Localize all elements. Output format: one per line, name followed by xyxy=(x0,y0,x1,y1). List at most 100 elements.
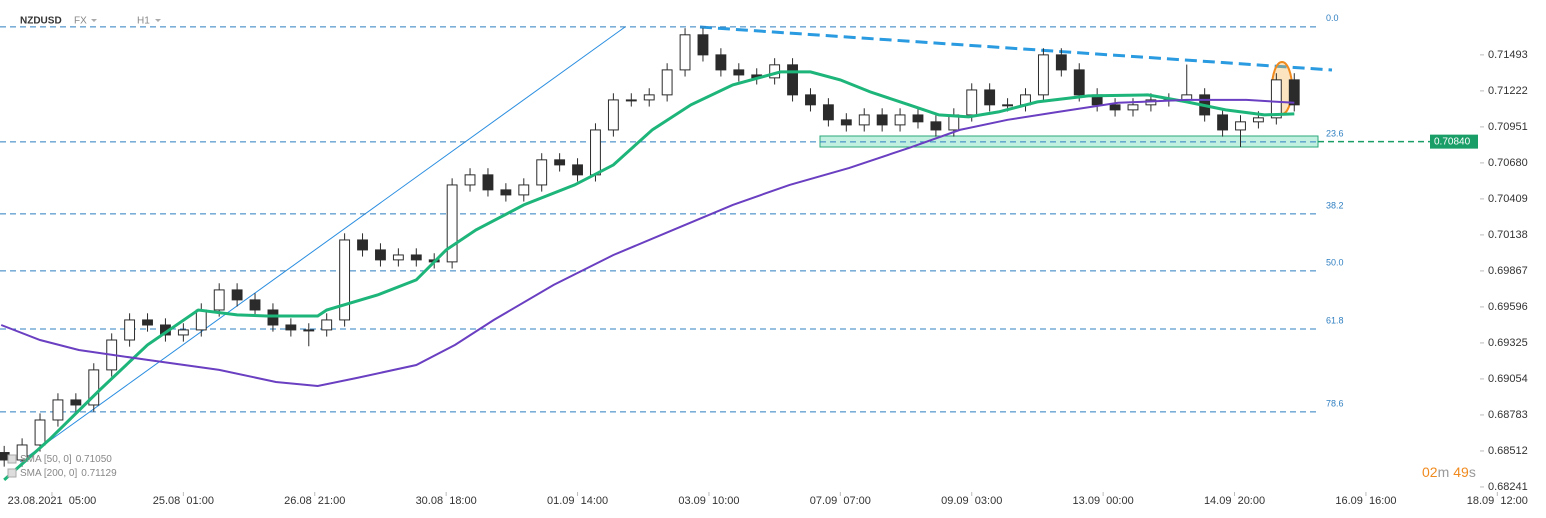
candle-body xyxy=(518,184,530,196)
candle-body xyxy=(464,174,476,186)
candle-body xyxy=(70,399,82,406)
x-tick-label: 13.09 00:00 xyxy=(1073,495,1134,507)
candle-body xyxy=(231,289,243,301)
candle-body xyxy=(52,399,64,421)
y-tick-label: 0.69054 xyxy=(1488,373,1528,385)
candle-body xyxy=(392,254,404,261)
candle-body xyxy=(285,324,297,331)
candle-body xyxy=(357,239,368,251)
candle-body xyxy=(840,119,852,126)
candle-body xyxy=(177,329,189,336)
y-tick-label: 0.68783 xyxy=(1488,409,1528,421)
resistance-line xyxy=(699,25,1333,72)
legend-value: 0.71129 xyxy=(81,468,117,479)
candle-body xyxy=(894,114,906,126)
fib-label: 50.0 xyxy=(1326,257,1344,267)
candle-body xyxy=(321,319,333,331)
candle-body xyxy=(1270,79,1282,119)
candle-body xyxy=(625,99,637,102)
x-tick-label: 26.08 21:00 xyxy=(284,495,345,507)
candle-body xyxy=(1288,79,1300,106)
x-tick-label: 23.08.2021 05:00 xyxy=(8,495,97,507)
legend-name: SMA [200, 0] xyxy=(20,468,77,479)
candle-body xyxy=(661,69,673,96)
y-tick-label: 0.69867 xyxy=(1488,265,1528,277)
countdown-seconds: 49 xyxy=(1453,464,1469,480)
dropdown-icon[interactable] xyxy=(155,19,161,22)
candle-body xyxy=(733,69,745,76)
x-tick-label: 09.09 03:00 xyxy=(941,495,1002,507)
candle-body xyxy=(1037,54,1049,96)
candle-body xyxy=(34,419,46,446)
legend-entry: SMA [50, 0] 0.71050 xyxy=(20,454,112,465)
last-price-label: 0.70840 xyxy=(1434,136,1471,147)
candle-body xyxy=(249,299,261,311)
candle-body xyxy=(88,369,100,406)
candle-body xyxy=(1217,114,1229,131)
candle-body xyxy=(697,34,709,56)
candle-body xyxy=(876,114,888,126)
candle-body xyxy=(715,54,727,71)
candle-body xyxy=(643,94,655,101)
x-tick-label: 01.09 14:00 xyxy=(547,495,608,507)
y-tick-label: 0.70409 xyxy=(1488,193,1528,205)
candle-body xyxy=(1252,117,1264,123)
candle-body xyxy=(375,249,386,261)
x-tick-label: 18.09 12:00 xyxy=(1467,495,1528,507)
y-tick-label: 0.69325 xyxy=(1488,337,1528,349)
y-tick-label: 0.70138 xyxy=(1488,229,1528,241)
x-tick-label: 07.09 07:00 xyxy=(810,495,871,507)
x-tick-label: 16.09 16:00 xyxy=(1335,495,1396,507)
candle-body xyxy=(1109,104,1121,111)
candle-body xyxy=(213,289,225,311)
y-tick-label: 0.71222 xyxy=(1488,85,1528,97)
symbol: NZDUSD xyxy=(20,16,62,27)
candle-body xyxy=(500,189,512,196)
legend-icon xyxy=(7,468,17,478)
sma-line xyxy=(3,70,1295,482)
sma-line xyxy=(0,98,1295,388)
last-price-tag xyxy=(1430,134,1478,149)
x-tick-label: 03.09 10:00 xyxy=(678,495,739,507)
x-tick-label: 14.09 20:00 xyxy=(1204,495,1265,507)
timeframe: H1 xyxy=(137,16,150,27)
countdown-minutes: 02 xyxy=(1422,464,1438,480)
candle-body xyxy=(1002,104,1013,107)
legend-icon xyxy=(7,454,17,464)
fib-label: 78.6 xyxy=(1326,398,1344,408)
countdown-unit: s xyxy=(1469,464,1476,480)
y-tick-label: 0.70680 xyxy=(1488,157,1528,169)
candle-body xyxy=(536,159,548,186)
candle-body xyxy=(1235,121,1246,131)
candle-body xyxy=(966,89,978,116)
candle-body xyxy=(124,319,136,341)
candle-body xyxy=(16,444,28,461)
y-tick-label: 0.68241 xyxy=(1488,481,1528,493)
x-tick-label: 25.08 01:00 xyxy=(153,495,214,507)
candle-body xyxy=(142,319,153,326)
fib-label: 0.0 xyxy=(1326,13,1339,23)
legend-entry: SMA [200, 0] 0.71129 xyxy=(20,468,117,479)
candle-body xyxy=(822,104,834,121)
fib-label: 61.8 xyxy=(1326,315,1344,325)
candle-body xyxy=(984,89,996,106)
candle-body xyxy=(482,174,494,191)
candle-body xyxy=(805,94,816,106)
countdown-unit: m xyxy=(1438,464,1450,480)
dropdown-icon[interactable] xyxy=(91,19,97,22)
candle-body xyxy=(1073,69,1085,96)
candle-body xyxy=(912,114,924,123)
trend-line xyxy=(19,26,626,463)
candle-body xyxy=(930,121,942,131)
candle-body xyxy=(554,159,566,166)
candle-body xyxy=(607,99,619,131)
x-tick-label: 30.08 18:00 xyxy=(416,495,477,507)
candle-body xyxy=(787,64,798,96)
candle-body xyxy=(339,239,351,321)
candle-body xyxy=(303,329,315,332)
y-tick-label: 0.71493 xyxy=(1488,49,1528,61)
candle-body xyxy=(572,164,583,176)
legend-value: 0.71050 xyxy=(76,454,113,465)
candle-body xyxy=(590,129,601,176)
